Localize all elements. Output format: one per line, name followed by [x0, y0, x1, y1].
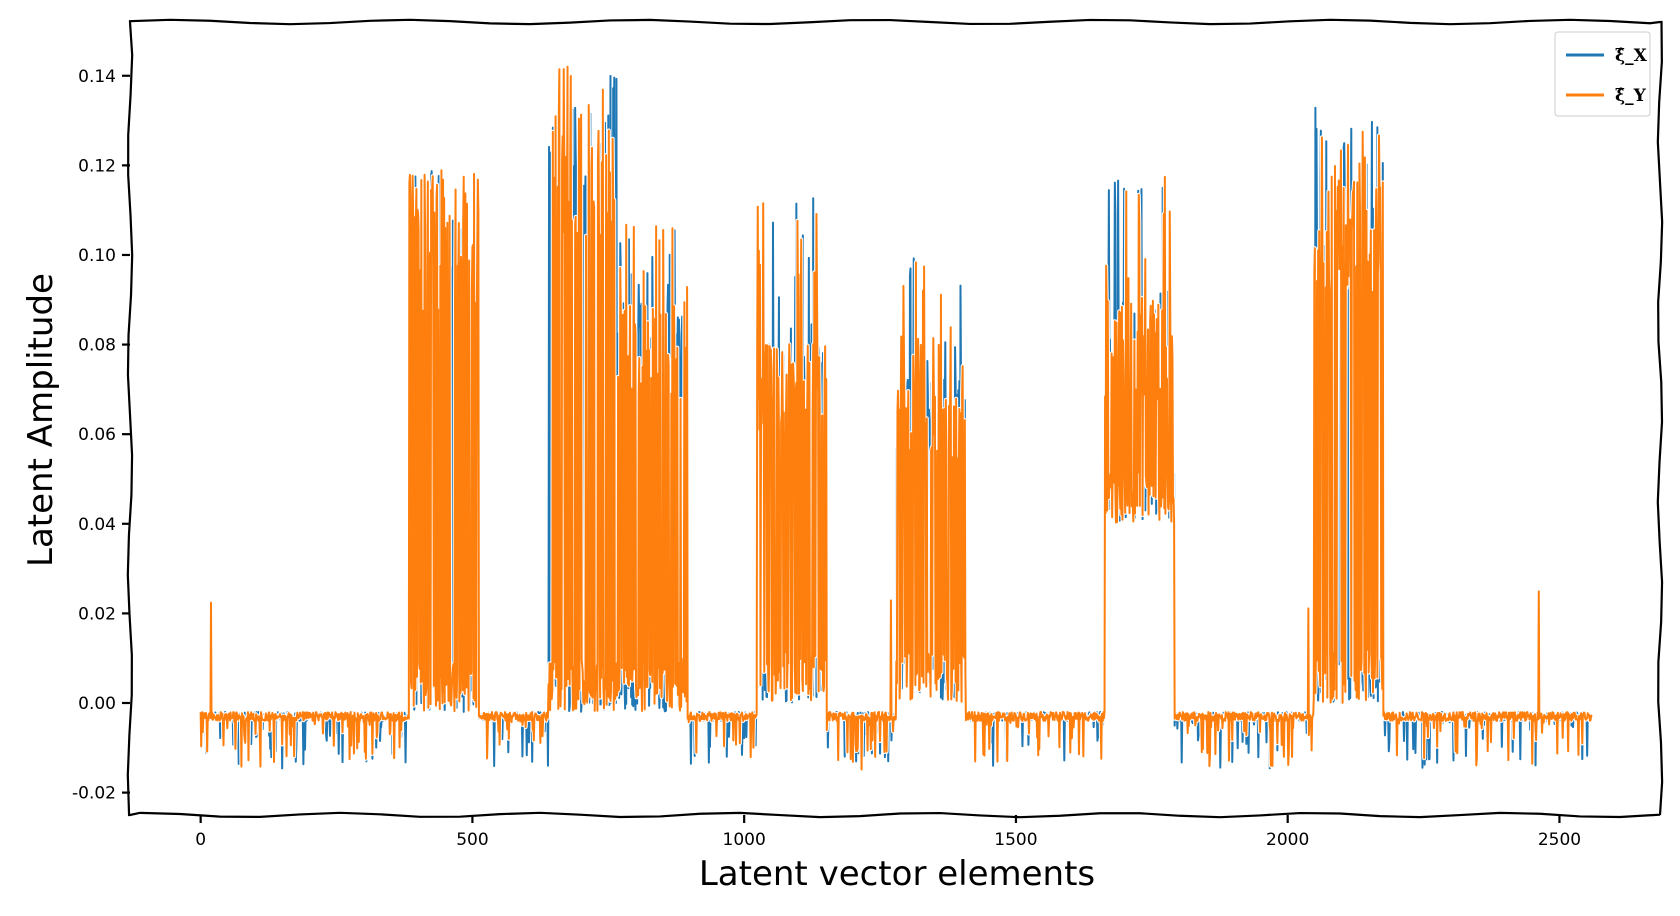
x-tick-label: 500: [456, 830, 488, 850]
y-tick-label: 0.04: [78, 515, 116, 535]
legend: ξ̂_X ξ̂_Y: [1554, 31, 1651, 117]
y-axis: -0.02 0.00 0.02 0.04 0.06 0.08 0.10 0.12 0.14: [72, 67, 130, 804]
series-line-2: [199, 65, 1593, 771]
x-tick-label: 1500: [994, 830, 1037, 850]
y-tick-label: 0.10: [78, 246, 116, 266]
legend-label-series-2: ξ̂_Y: [1615, 86, 1647, 106]
plot-area: [126, 18, 1664, 819]
y-tick-label: 0.14: [78, 67, 116, 87]
x-tick-label: 0: [195, 830, 206, 850]
y-tick-label: -0.02: [72, 784, 116, 804]
series-layer: [198, 64, 1594, 772]
y-axis-title: Latent Amplitude: [21, 273, 61, 567]
x-axis: 0 500 1000 1500 2000 2500: [195, 815, 1581, 850]
y-tick-label: 0.06: [78, 425, 116, 445]
plot-frame: [126, 18, 1664, 819]
y-tick-label: 0.02: [78, 604, 116, 624]
x-tick-label: 2000: [1266, 830, 1309, 850]
y-tick-label: 0.00: [78, 694, 116, 714]
x-tick-label: 1000: [723, 830, 766, 850]
x-axis-title: Latent vector elements: [699, 854, 1095, 894]
legend-label-series-1: ξ̂_X: [1615, 46, 1648, 66]
y-tick-label: 0.12: [78, 156, 116, 176]
y-tick-label: 0.08: [78, 336, 116, 356]
x-tick-label: 2500: [1538, 830, 1581, 850]
